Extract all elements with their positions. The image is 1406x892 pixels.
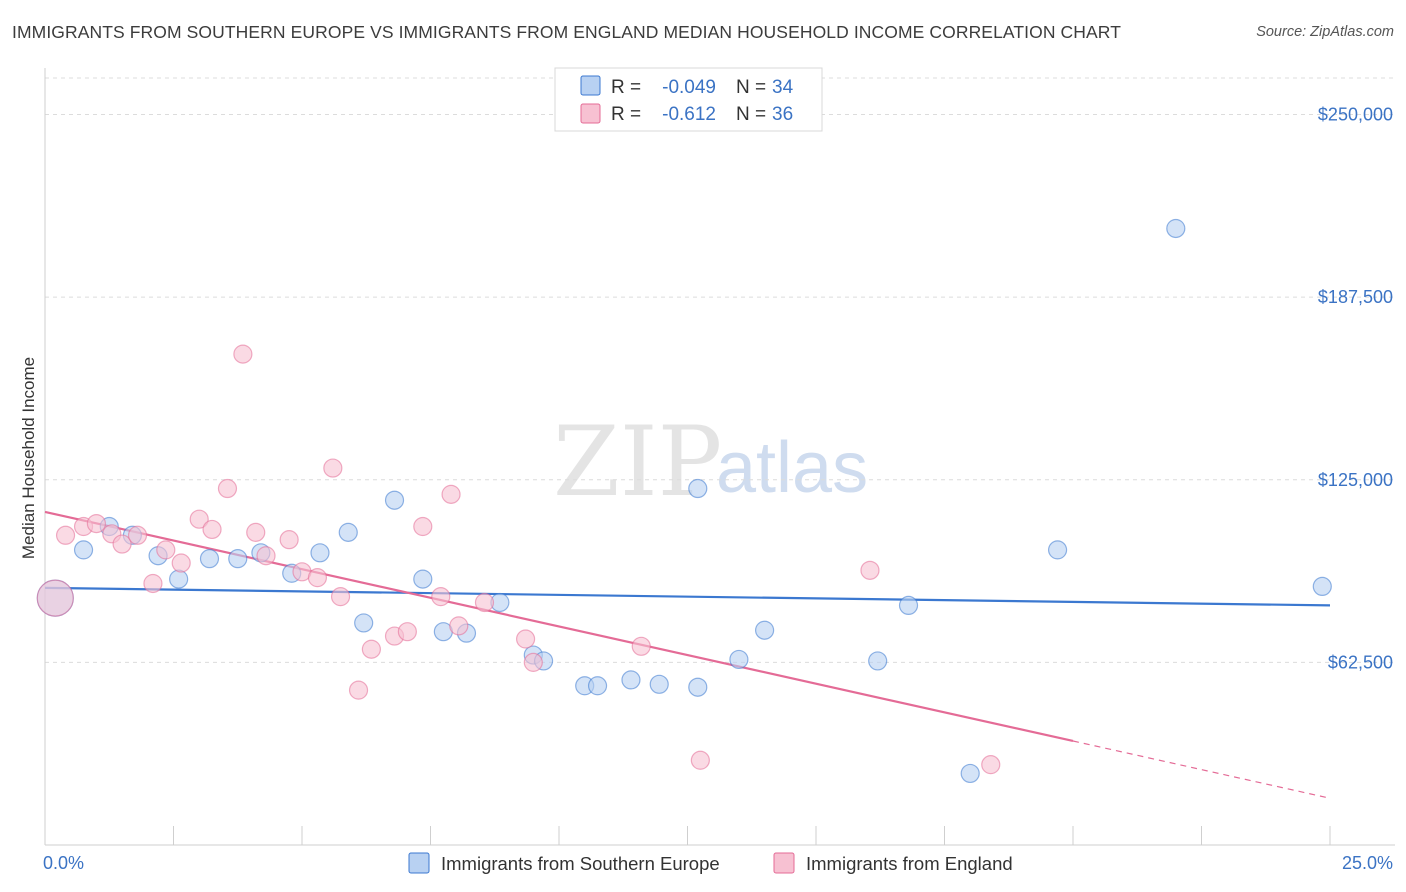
data-point-blue [169, 569, 189, 589]
data-point-pink [413, 516, 433, 537]
data-point-pink [127, 525, 148, 545]
data-point-pink [397, 622, 417, 642]
trend-line-extension-pink [1072, 740, 1331, 799]
data-point-pink [348, 680, 369, 700]
data-point-pink [55, 525, 76, 545]
bottom-legend-label: Immigrants from Southern Europe [441, 853, 720, 874]
data-point-pink [323, 458, 343, 478]
data-point-blue [338, 522, 358, 542]
bottom-legend: Immigrants from Southern Europe Immigran… [408, 852, 1013, 874]
legend-n-label: N = [736, 77, 766, 98]
data-point-blue [688, 478, 708, 499]
data-point-pink [441, 484, 461, 504]
legend-r-value: -0.612 [662, 104, 716, 125]
legend-n-label: N = [736, 104, 766, 125]
data-point-pink [233, 344, 253, 364]
axes: $62,500 $125,000 $187,500 $250,000 0.0% 25.0% [43, 68, 1395, 873]
data-point-pink [171, 553, 191, 573]
data-point-blue [73, 540, 94, 560]
x-tick-label: 0.0% [43, 853, 84, 873]
data-point-pink [256, 546, 276, 566]
data-point-pink [202, 519, 222, 540]
legend-r-label: R = [611, 104, 641, 125]
data-point-blue [354, 613, 374, 633]
data-point-blue [384, 490, 405, 510]
data-point-pink [112, 534, 132, 554]
gridlines [45, 77, 1395, 663]
data-point-pink [36, 579, 74, 617]
bottom-legend-swatch-blue [408, 852, 430, 874]
bottom-legend-label: Immigrants from England [806, 853, 1013, 874]
chart-title: IMMIGRANTS FROM SOUTHERN EUROPE VS IMMIG… [12, 22, 1122, 42]
data-point-pink [515, 629, 536, 649]
data-point-pink [246, 522, 266, 542]
legend-r-value: -0.049 [662, 77, 716, 98]
y-tick-label: $125,000 [1318, 470, 1393, 490]
data-point-pink [631, 636, 651, 656]
data-point-pink [307, 568, 328, 588]
data-point-pink [330, 587, 351, 607]
data-point-pink [860, 560, 880, 580]
legend-r-label: R = [611, 77, 641, 98]
data-point-pink [361, 639, 381, 659]
watermark-atlas: atlas [716, 428, 868, 508]
legend-swatch-pink [580, 103, 601, 124]
data-point-blue [199, 549, 220, 569]
trend-line-pink [44, 510, 1074, 743]
data-point-pink [189, 509, 209, 529]
data-point-blue [649, 674, 669, 694]
data-point-pink [431, 587, 451, 607]
data-point-pink [217, 478, 238, 499]
data-point-pink [279, 530, 299, 550]
data-point-pink [474, 592, 495, 613]
data-point-blue [1166, 218, 1186, 239]
y-axis-label: Median Household Income [19, 357, 38, 559]
data-point-pink [449, 616, 469, 636]
y-tick-label: $62,500 [1328, 652, 1393, 672]
legend-swatch-blue [580, 75, 601, 96]
data-point-blue [1312, 576, 1332, 597]
legend-n-value: 36 [772, 104, 793, 125]
watermark-zip: ZIP [553, 406, 722, 518]
watermark: ZIP atlas [553, 406, 868, 518]
data-point-blue [960, 763, 980, 784]
data-point-pink [86, 513, 107, 534]
legend-n-value: 34 [772, 77, 794, 98]
data-point-blue [688, 677, 708, 697]
trend-lines [44, 510, 1331, 799]
bottom-legend-swatch-pink [773, 852, 795, 874]
data-point-pink [690, 750, 710, 770]
data-point-blue [587, 676, 608, 696]
data-point-blue [1047, 540, 1068, 560]
data-point-blue [754, 620, 775, 640]
data-point-pink [981, 755, 1001, 775]
data-point-blue [868, 651, 888, 671]
legend: R = -0.049 N = 34 R = -0.612 N = 36 [554, 67, 823, 132]
data-point-blue [413, 569, 433, 589]
data-point-pink [156, 540, 176, 560]
trend-line-blue [44, 586, 1331, 607]
data-point-blue [621, 670, 641, 690]
data-points [36, 218, 1332, 784]
y-tick-label: $187,500 [1318, 287, 1393, 307]
source-credit: Source: ZipAtlas.com [1256, 24, 1394, 40]
x-tick-label: 25.0% [1342, 853, 1393, 873]
data-point-blue [228, 549, 248, 569]
y-tick-label: $250,000 [1318, 105, 1393, 125]
data-point-blue [729, 649, 749, 670]
data-point-pink [523, 652, 543, 672]
data-point-pink [143, 573, 163, 594]
data-point-blue [898, 595, 919, 616]
data-point-blue [310, 543, 330, 563]
